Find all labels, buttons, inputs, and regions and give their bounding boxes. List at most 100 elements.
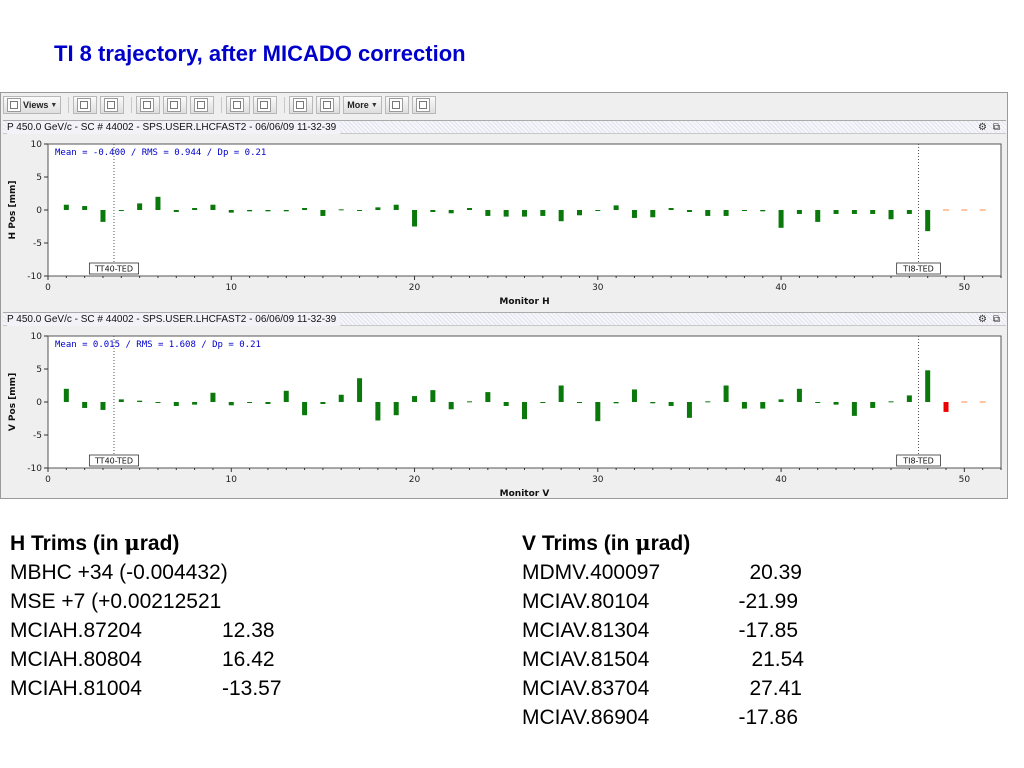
- layout-4-button[interactable]: [190, 96, 215, 114]
- y-axis-label: H Pos [mm]: [8, 181, 18, 240]
- h-trims-heading: H Trims (in μrad): [10, 530, 180, 555]
- bar: [576, 402, 582, 403]
- properties-button[interactable]: [226, 96, 251, 114]
- x-tick-label: 30: [592, 283, 604, 293]
- panel-header-title: P 450.0 GeV/c - SC # 44002 - SPS.USER.LH…: [7, 121, 341, 134]
- bar: [705, 401, 711, 403]
- bar: [851, 210, 857, 214]
- v-trim-row: MDMV.400097 20.39: [522, 561, 802, 584]
- y-tick-label: 0: [36, 398, 42, 408]
- detach-icon[interactable]: ⧉: [992, 314, 1001, 325]
- h-trim-row: MCIAH.80804 16.42: [10, 648, 275, 671]
- undo-button[interactable]: [73, 96, 98, 114]
- h-position-panel: P 450.0 GeV/c - SC # 44002 - SPS.USER.LH…: [3, 120, 1006, 310]
- marker-box: [896, 262, 941, 275]
- bar: [631, 389, 637, 402]
- bar: [540, 210, 546, 216]
- bar: [650, 402, 656, 404]
- views-icon: [7, 98, 21, 112]
- settings-icon[interactable]: ⚙: [978, 314, 987, 325]
- v-trims-heading: V Trims (in μrad): [522, 530, 691, 555]
- bar: [338, 209, 344, 211]
- table-icon: [257, 98, 272, 112]
- bar: [925, 210, 931, 232]
- x-tick-label: 0: [45, 283, 51, 293]
- layout-4-icon: [194, 98, 209, 112]
- chevron-down-icon: ▼: [50, 101, 58, 109]
- print-button[interactable]: [411, 96, 436, 114]
- bar: [925, 370, 931, 402]
- bar: [283, 210, 289, 212]
- yasp-application-window: Views ▼ More ▼ P 450.0 GeV/c - SC # 4400…: [0, 92, 1008, 499]
- bar: [522, 210, 527, 217]
- y-tick-label: 0: [36, 206, 42, 216]
- bar: [467, 401, 473, 403]
- x-tick-label: 10: [226, 283, 238, 293]
- y-tick-label: 5: [36, 365, 42, 375]
- marker-label-box: TI8-TED: [896, 262, 941, 275]
- table-grid-button[interactable]: [316, 96, 341, 114]
- marker-box: [88, 454, 139, 467]
- bar: [228, 402, 234, 406]
- bar: [192, 208, 198, 210]
- bar: [796, 210, 802, 214]
- bar: [320, 402, 326, 404]
- x-tick-label: 50: [959, 475, 971, 485]
- x-tick-label: 20: [409, 475, 421, 485]
- blank-icon: [293, 98, 308, 112]
- bar: [796, 388, 802, 402]
- stats-text: Mean = 0.015 / RMS = 1.608 / Dp = 0.21: [55, 340, 261, 350]
- bar: [668, 402, 674, 406]
- bar: [503, 402, 509, 406]
- marker-label: TI8-TED: [902, 457, 934, 466]
- x-tick-label: 50: [959, 283, 971, 293]
- panel-header-icons: ⚙ ⧉: [977, 314, 1002, 325]
- bar: [741, 402, 747, 409]
- more-button[interactable]: More ▼: [343, 96, 382, 114]
- x-tick-label: 10: [226, 475, 238, 485]
- chart-button[interactable]: [384, 96, 409, 114]
- bar: [686, 402, 692, 418]
- chart-icon: [388, 98, 403, 112]
- panel-header-title: P 450.0 GeV/c - SC # 44002 - SPS.USER.LH…: [7, 313, 341, 326]
- detach-icon[interactable]: ⧉: [992, 122, 1001, 133]
- bar: [540, 402, 546, 403]
- bar: [778, 399, 784, 402]
- grid-icon: [104, 98, 119, 112]
- y-tick-label: -5: [33, 431, 42, 441]
- bar: [760, 402, 766, 409]
- chevron-down-icon: ▼: [370, 101, 378, 109]
- bar: [265, 210, 271, 212]
- layout-3-button[interactable]: [163, 96, 188, 114]
- x-axis-label: Monitor H: [499, 297, 549, 307]
- bar: [118, 210, 124, 211]
- h-trim-row: MSE +7 (+0.00212521: [10, 590, 222, 613]
- bar: [155, 402, 161, 403]
- bar: [870, 402, 876, 408]
- settings-icon[interactable]: ⚙: [978, 122, 987, 133]
- bar: [686, 210, 692, 212]
- y-tick-label: -10: [27, 464, 42, 474]
- layout-2-button[interactable]: [136, 96, 161, 114]
- toolbar-separator: [68, 97, 70, 113]
- bar: [247, 210, 253, 212]
- bar: [118, 399, 124, 402]
- bar: [760, 210, 766, 212]
- bar: [63, 388, 69, 402]
- bar: [485, 392, 491, 402]
- bar: [430, 390, 436, 402]
- blank-button[interactable]: [289, 96, 314, 114]
- bar: [485, 210, 491, 216]
- v-trim-row: MCIAV.83704 27.41: [522, 677, 802, 700]
- toolbar-separator: [284, 97, 286, 113]
- bar: [448, 402, 454, 410]
- bar: [173, 210, 179, 212]
- views-button[interactable]: Views ▼: [3, 96, 62, 114]
- grid-button[interactable]: [100, 96, 125, 114]
- marker-label: TI8-TED: [902, 265, 934, 274]
- table-button[interactable]: [253, 96, 278, 114]
- bar: [888, 401, 894, 403]
- bar: [137, 203, 143, 210]
